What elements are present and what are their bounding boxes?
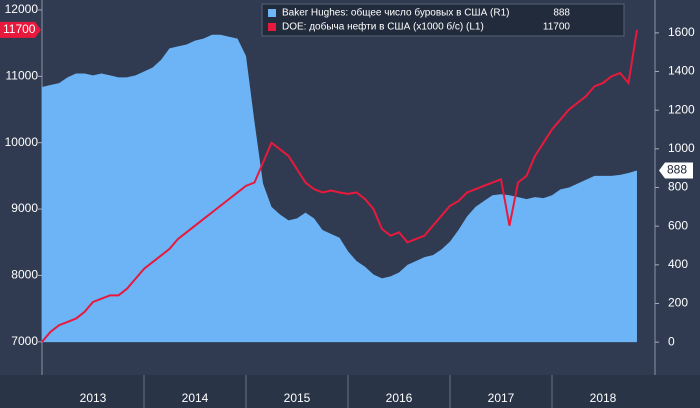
value-tag xyxy=(0,21,41,38)
y-tick-label: 9000 xyxy=(11,201,38,215)
y2-tick-label: 600 xyxy=(668,218,688,232)
y-tick-label: 11000 xyxy=(6,68,39,82)
legend-label: Baker Hughes: общее число буровых в США … xyxy=(282,7,509,19)
y-tick-label: 7000 xyxy=(11,334,38,348)
legend-value: 888 xyxy=(553,8,570,19)
y2-tick-label: 200 xyxy=(668,296,688,310)
y2-tick-label: 400 xyxy=(668,257,688,271)
x-tick-label: 2013 xyxy=(80,391,107,405)
legend-swatch xyxy=(268,9,276,17)
line xyxy=(41,29,638,343)
value-tag-label: 888 xyxy=(667,163,687,177)
y-tick-label: 10000 xyxy=(5,135,39,149)
y2-tick-label: 1400 xyxy=(668,64,695,78)
value-tag xyxy=(659,162,693,179)
y2-tick-label: 1600 xyxy=(668,25,695,39)
legend-label: DOE: добыча нефти в США (x1000 б/с) (L1) xyxy=(282,21,484,33)
legend-box xyxy=(261,3,625,37)
y2-tick-label: 1200 xyxy=(668,102,695,116)
area xyxy=(42,34,637,343)
x-tick-label: 2016 xyxy=(386,391,413,405)
y2-tick-label: 0 xyxy=(668,334,675,348)
y2-tick-label: 800 xyxy=(668,180,688,194)
x-tick-label: 2017 xyxy=(488,391,515,405)
legend-swatch xyxy=(268,23,276,31)
value-tag-label: 11700 xyxy=(3,22,36,36)
x-axis-band xyxy=(0,375,700,408)
x-tick-label: 2015 xyxy=(284,391,311,405)
legend-value: 11700 xyxy=(543,22,571,33)
y-tick-label: 8000 xyxy=(11,268,38,282)
x-tick-label: 2014 xyxy=(182,391,209,405)
y-tick-label: 12000 xyxy=(5,2,39,16)
x-tick-label: 2018 xyxy=(590,391,617,405)
legend: Baker Hughes: общее число буровых в США … xyxy=(261,3,625,37)
y2-tick-label: 1000 xyxy=(668,141,695,155)
